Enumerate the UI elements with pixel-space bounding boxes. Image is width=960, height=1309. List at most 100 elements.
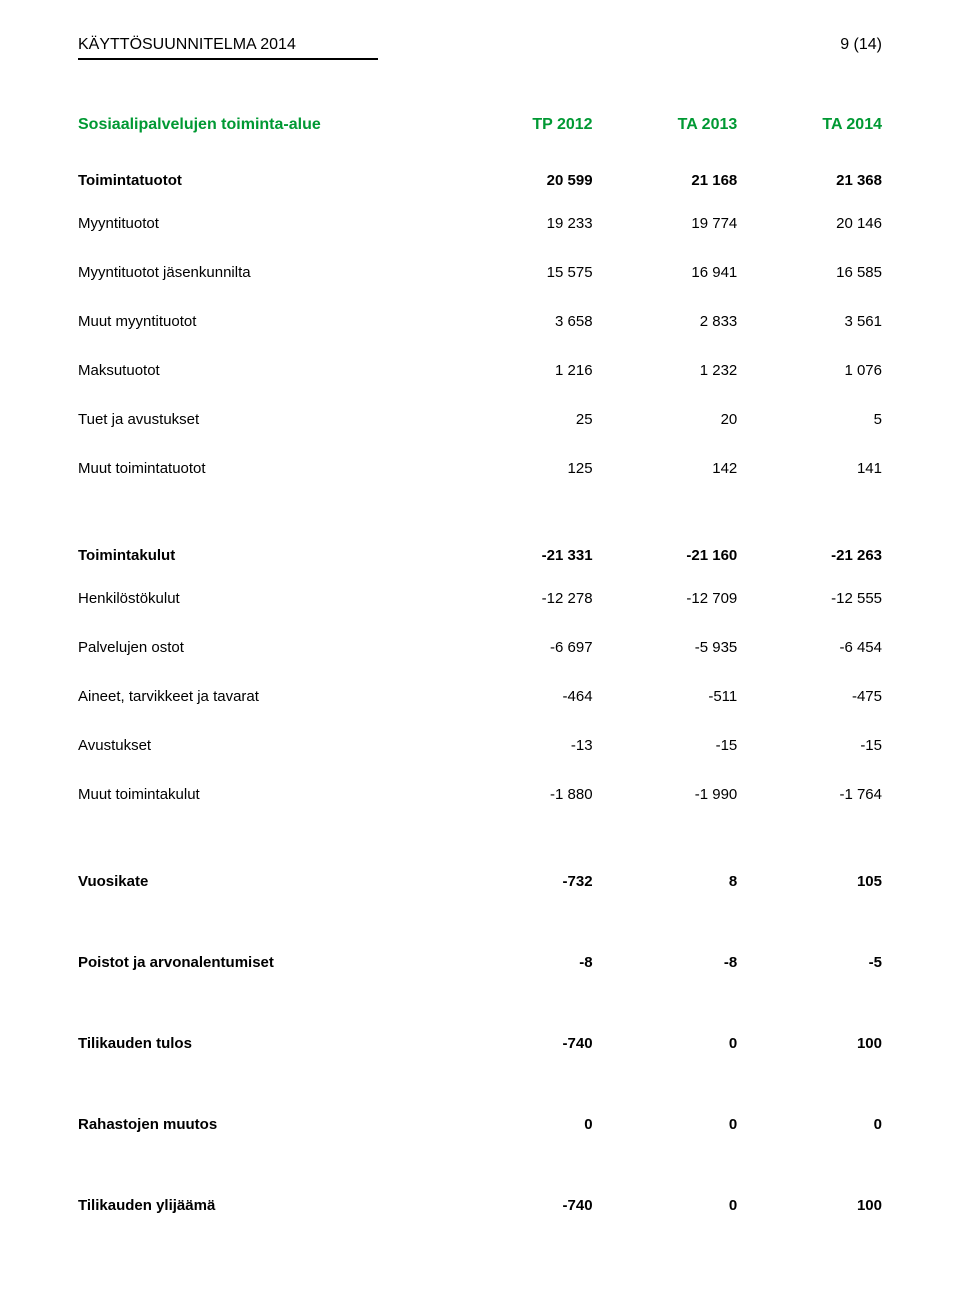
col-head-2: TA 2014: [737, 106, 882, 144]
row-val: 19 233: [448, 199, 593, 248]
summary-row: Poistot ja arvonalentumiset -8 -8 -5: [78, 900, 882, 981]
summary-val: -8: [593, 900, 738, 981]
row-val: -15: [593, 721, 738, 770]
row-label: Tuet ja avustukset: [78, 395, 448, 444]
summary-val: 105: [737, 819, 882, 900]
summary-label: Vuosikate: [78, 819, 448, 900]
row-val: 5: [737, 395, 882, 444]
group-head-val: 20 599: [448, 144, 593, 199]
row-val: -12 709: [593, 574, 738, 623]
summary-val: 0: [593, 1062, 738, 1143]
row-label: Muut myyntituotot: [78, 297, 448, 346]
table-row: Myyntituotot 19 233 19 774 20 146: [78, 199, 882, 248]
row-label: Myyntituotot: [78, 199, 448, 248]
summary-val: -740: [448, 1143, 593, 1224]
row-val: -1 764: [737, 770, 882, 819]
row-label: Palvelujen ostot: [78, 623, 448, 672]
summary-val: 100: [737, 981, 882, 1062]
summary-label: Poistot ja arvonalentumiset: [78, 900, 448, 981]
row-val: -12 555: [737, 574, 882, 623]
summary-val: 0: [737, 1062, 882, 1143]
row-label: Muut toimintatuotot: [78, 444, 448, 493]
table-row: Henkilöstökulut -12 278 -12 709 -12 555: [78, 574, 882, 623]
row-val: -15: [737, 721, 882, 770]
group-head-label: Toimintakulut: [78, 493, 448, 574]
group-head-label: Toimintatuotot: [78, 144, 448, 199]
financial-table: Sosiaalipalvelujen toiminta-alue TP 2012…: [78, 106, 882, 1224]
row-val: -12 278: [448, 574, 593, 623]
group-head-val: -21 331: [448, 493, 593, 574]
table-row: Muut toimintakulut -1 880 -1 990 -1 764: [78, 770, 882, 819]
row-val: -6 454: [737, 623, 882, 672]
row-val: 19 774: [593, 199, 738, 248]
group-head: Toimintakulut -21 331 -21 160 -21 263: [78, 493, 882, 574]
row-val: 16 941: [593, 248, 738, 297]
row-label: Henkilöstökulut: [78, 574, 448, 623]
summary-val: 8: [593, 819, 738, 900]
table-row: Maksutuotot 1 216 1 232 1 076: [78, 346, 882, 395]
row-val: -1 990: [593, 770, 738, 819]
row-label: Myyntituotot jäsenkunnilta: [78, 248, 448, 297]
summary-val: -5: [737, 900, 882, 981]
header-underline: [78, 58, 378, 60]
group-head-val: -21 160: [593, 493, 738, 574]
section-title: Sosiaalipalvelujen toiminta-alue: [78, 106, 448, 144]
row-label: Avustukset: [78, 721, 448, 770]
row-val: -475: [737, 672, 882, 721]
section-header-row: Sosiaalipalvelujen toiminta-alue TP 2012…: [78, 106, 882, 144]
summary-val: -8: [448, 900, 593, 981]
page-indicator: 9 (14): [840, 36, 882, 54]
summary-label: Tilikauden ylijäämä: [78, 1143, 448, 1224]
row-val: 20: [593, 395, 738, 444]
doc-title: KÄYTTÖSUUNNITELMA 2014: [78, 36, 296, 54]
group-head-val: 21 168: [593, 144, 738, 199]
summary-row: Rahastojen muutos 0 0 0: [78, 1062, 882, 1143]
table-row: Muut myyntituotot 3 658 2 833 3 561: [78, 297, 882, 346]
table-row: Avustukset -13 -15 -15: [78, 721, 882, 770]
summary-row: Vuosikate -732 8 105: [78, 819, 882, 900]
row-val: 142: [593, 444, 738, 493]
col-head-0: TP 2012: [448, 106, 593, 144]
row-val: 25: [448, 395, 593, 444]
page: KÄYTTÖSUUNNITELMA 2014 9 (14) Sosiaalipa…: [0, 0, 960, 1309]
row-val: 1 216: [448, 346, 593, 395]
row-label: Maksutuotot: [78, 346, 448, 395]
table-row: Muut toimintatuotot 125 142 141: [78, 444, 882, 493]
table-row: Myyntituotot jäsenkunnilta 15 575 16 941…: [78, 248, 882, 297]
group-head: Toimintatuotot 20 599 21 168 21 368: [78, 144, 882, 199]
row-val: -5 935: [593, 623, 738, 672]
row-val: -511: [593, 672, 738, 721]
table-row: Aineet, tarvikkeet ja tavarat -464 -511 …: [78, 672, 882, 721]
table-row: Tuet ja avustukset 25 20 5: [78, 395, 882, 444]
row-val: 16 585: [737, 248, 882, 297]
summary-label: Tilikauden tulos: [78, 981, 448, 1062]
table-row: Palvelujen ostot -6 697 -5 935 -6 454: [78, 623, 882, 672]
row-label: Aineet, tarvikkeet ja tavarat: [78, 672, 448, 721]
row-val: 20 146: [737, 199, 882, 248]
group-head-val: 21 368: [737, 144, 882, 199]
row-val: 15 575: [448, 248, 593, 297]
row-val: 3 658: [448, 297, 593, 346]
row-val: -6 697: [448, 623, 593, 672]
summary-row: Tilikauden ylijäämä -740 0 100: [78, 1143, 882, 1224]
row-val: -1 880: [448, 770, 593, 819]
row-val: -13: [448, 721, 593, 770]
row-val: -464: [448, 672, 593, 721]
group-head-val: -21 263: [737, 493, 882, 574]
row-val: 141: [737, 444, 882, 493]
row-val: 2 833: [593, 297, 738, 346]
summary-label: Rahastojen muutos: [78, 1062, 448, 1143]
summary-val: 0: [593, 1143, 738, 1224]
summary-val: 100: [737, 1143, 882, 1224]
row-val: 125: [448, 444, 593, 493]
summary-val: 0: [448, 1062, 593, 1143]
summary-val: -740: [448, 981, 593, 1062]
page-header: KÄYTTÖSUUNNITELMA 2014 9 (14): [78, 36, 882, 58]
row-val: 1 232: [593, 346, 738, 395]
summary-val: -732: [448, 819, 593, 900]
row-val: 3 561: [737, 297, 882, 346]
col-head-1: TA 2013: [593, 106, 738, 144]
row-val: 1 076: [737, 346, 882, 395]
summary-row: Tilikauden tulos -740 0 100: [78, 981, 882, 1062]
row-label: Muut toimintakulut: [78, 770, 448, 819]
